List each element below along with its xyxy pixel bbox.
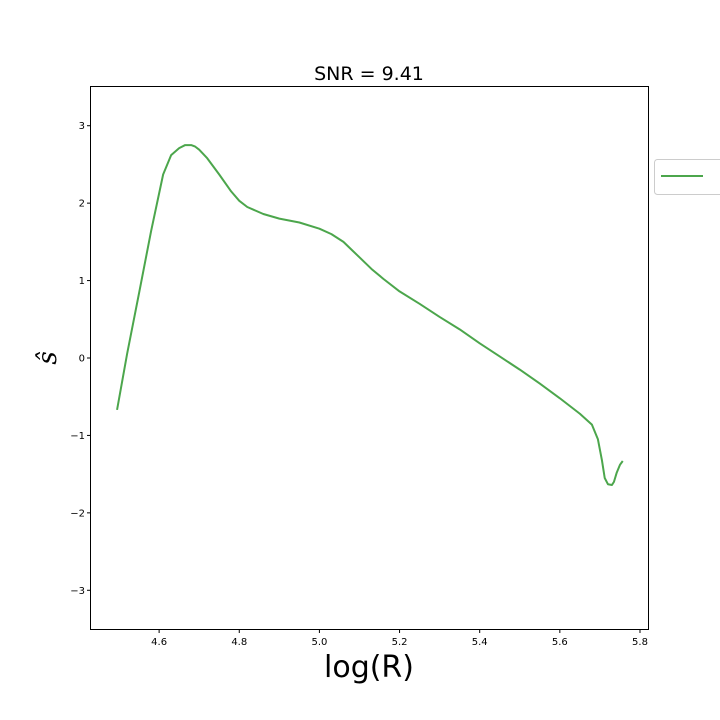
plot-frame bbox=[90, 86, 649, 630]
x-axis-label: log(R) bbox=[324, 650, 414, 685]
legend bbox=[654, 159, 720, 195]
x-tick-label: 5.6 bbox=[552, 637, 568, 648]
y-tick-label: −1 bbox=[70, 431, 85, 442]
y-tick-label: 2 bbox=[79, 199, 85, 210]
y-tick-label: −3 bbox=[70, 586, 85, 597]
y-tick-label: 0 bbox=[79, 354, 85, 365]
y-tick-label: 1 bbox=[79, 276, 85, 287]
x-tick-label: 5.4 bbox=[472, 637, 488, 648]
chart-title: SNR = 9.41 bbox=[314, 63, 424, 85]
y-tick-label: 3 bbox=[79, 121, 85, 132]
series-line-0 bbox=[116, 144, 624, 486]
y-axis-label: ŝ bbox=[33, 351, 63, 364]
x-tick-label: 5.0 bbox=[311, 637, 327, 648]
x-tick-label: 5.2 bbox=[392, 637, 408, 648]
series-layer bbox=[116, 144, 624, 486]
x-tick-label: 4.8 bbox=[231, 637, 247, 648]
x-tick-label: 5.8 bbox=[632, 637, 648, 648]
y-tick-label: −2 bbox=[70, 508, 85, 519]
x-tick-label: 4.6 bbox=[151, 637, 167, 648]
